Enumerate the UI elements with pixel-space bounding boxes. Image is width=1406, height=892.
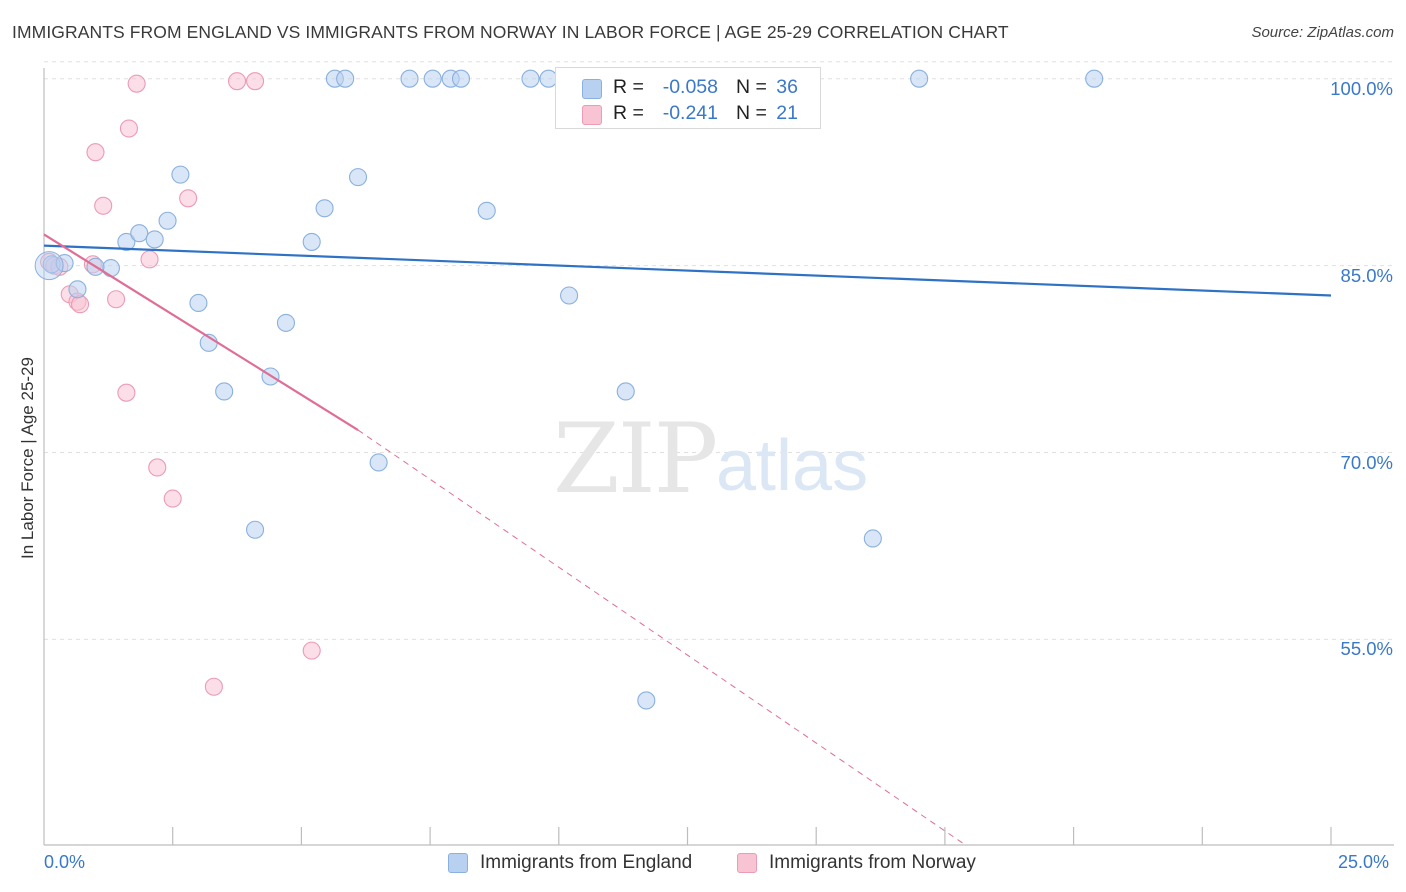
norway-trendline	[43, 233, 359, 432]
england-point	[158, 211, 177, 230]
y-tick-label: 55.0%	[1340, 638, 1393, 660]
england-point	[423, 69, 442, 88]
england-cluster-point	[34, 251, 64, 281]
norway-point	[140, 250, 159, 269]
watermark: ZIP atlas	[553, 403, 868, 515]
england-point	[910, 69, 929, 88]
england-points	[34, 69, 1104, 710]
england-point	[1085, 69, 1104, 88]
england-point	[521, 69, 540, 88]
england-point	[477, 201, 496, 220]
legend-item-england[interactable]: Immigrants from England	[448, 852, 692, 874]
y-tick-label: 85.0%	[1340, 264, 1393, 286]
legend-label-england: Immigrants from England	[480, 852, 693, 873]
r-value-norway: -0.241	[662, 102, 718, 124]
england-point	[171, 165, 190, 184]
england-point	[101, 259, 120, 278]
y-axis-label: In Labor Force | Age 25-29	[18, 357, 37, 559]
england-point	[315, 199, 334, 218]
norway-trendline-dashed	[357, 429, 966, 846]
n-value-norway: 21	[776, 102, 798, 124]
england-point	[145, 230, 164, 249]
n-label: N =	[736, 102, 767, 124]
england-point	[336, 69, 355, 88]
norway-point	[94, 196, 113, 215]
y-tick-label: 70.0%	[1340, 451, 1393, 473]
norway-legend-swatch	[737, 853, 757, 873]
norway-point	[148, 458, 167, 477]
norway-point	[179, 189, 198, 208]
norway-point	[246, 72, 265, 91]
england-point	[348, 168, 368, 187]
r-label: R =	[613, 102, 644, 124]
n-label: N =	[736, 76, 767, 98]
england-swatch	[582, 79, 602, 99]
england-point	[616, 382, 635, 401]
england-trendline	[43, 244, 1332, 297]
bottom-legend: Immigrants from England Immigrants from …	[0, 852, 1406, 878]
r-value-england: -0.058	[662, 76, 718, 98]
england-point	[55, 254, 74, 273]
england-point	[189, 293, 208, 313]
england-point	[451, 69, 471, 88]
norway-point	[163, 489, 182, 508]
x-tick-label-max: 25.0%	[1338, 852, 1390, 872]
x-tick-label-min: 0.0%	[44, 852, 86, 872]
england-point	[400, 69, 419, 88]
norway-swatch	[582, 105, 602, 125]
norway-point	[302, 641, 321, 660]
england-point	[117, 232, 136, 251]
england-point	[560, 286, 579, 305]
norway-point	[70, 295, 90, 314]
norway-point	[117, 383, 136, 402]
england-point	[637, 691, 656, 710]
england-point	[369, 453, 388, 472]
watermark-zip: ZIP	[553, 403, 716, 515]
england-point	[215, 382, 234, 401]
england-point	[246, 520, 265, 539]
norway-point	[86, 143, 105, 162]
source-label: Source: ZipAtlas.com	[1251, 24, 1394, 41]
stats-legend: R = -0.058 N = 36 R = -0.241 N = 21	[555, 67, 821, 129]
norway-point	[204, 677, 223, 696]
norway-point	[119, 119, 138, 138]
axes	[43, 68, 1394, 846]
england-point	[276, 313, 296, 332]
legend-label-norway: Immigrants from Norway	[769, 852, 976, 873]
stats-row-norway: R = -0.241 N = 21	[556, 102, 822, 128]
gridlines	[44, 61, 1394, 640]
watermark-atlas: atlas	[716, 426, 868, 506]
legend-item-norway[interactable]: Immigrants from Norway	[737, 852, 976, 874]
england-legend-swatch	[448, 853, 468, 873]
n-value-england: 36	[776, 76, 798, 98]
r-label: R =	[613, 76, 644, 98]
england-point	[130, 224, 149, 243]
stats-row-england: R = -0.058 N = 36	[556, 76, 822, 102]
norway-point	[107, 290, 126, 309]
england-point	[863, 529, 882, 548]
england-point	[302, 232, 321, 251]
chart-title: IMMIGRANTS FROM ENGLAND VS IMMIGRANTS FR…	[12, 22, 1009, 42]
trendlines	[43, 233, 1332, 846]
y-tick-label: 100.0%	[1330, 77, 1393, 99]
england-point	[68, 280, 87, 299]
norway-point	[228, 72, 247, 91]
norway-point	[127, 74, 146, 93]
